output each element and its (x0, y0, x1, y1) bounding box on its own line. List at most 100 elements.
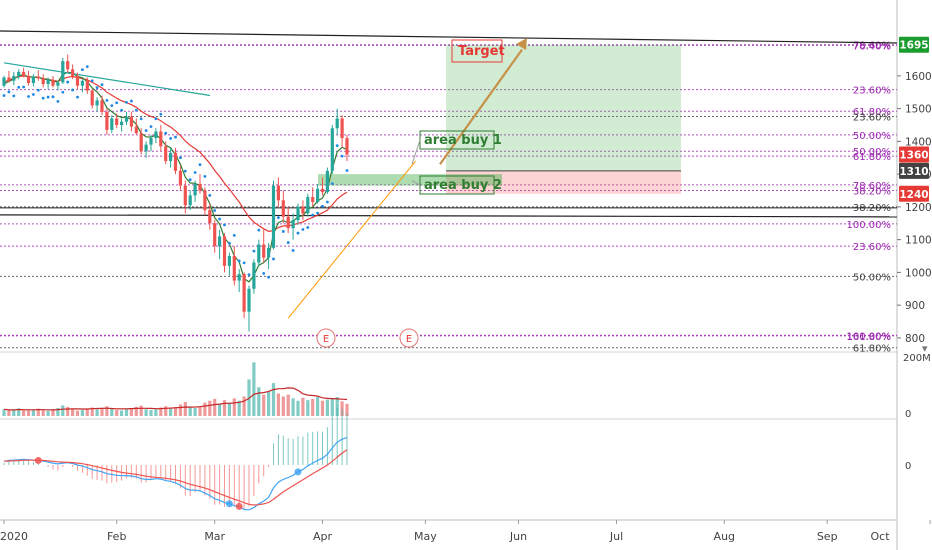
candle-body (286, 216, 290, 229)
volume-bar (227, 402, 231, 416)
fib-level-label: 78.60% (853, 41, 891, 52)
volume-bar (213, 398, 217, 416)
candle-body (144, 144, 148, 152)
volume-pane (2, 362, 349, 416)
area-buy-2-label: area buy 2 (424, 178, 502, 193)
uptrend-line (287, 160, 416, 319)
sar-dot (277, 216, 280, 220)
volume-bar (316, 397, 320, 416)
time-tick-label: Mar (204, 530, 225, 543)
sar-dot (267, 275, 270, 279)
fibonacci-levels: 78.60%76.40%23.60%61.80%23.60%50.00%50.0… (0, 30, 898, 355)
sar-dot (345, 169, 349, 172)
candle-body (232, 256, 236, 281)
sar-dot (51, 95, 55, 99)
price-badge (899, 185, 929, 202)
sar-dot (81, 68, 84, 72)
volume-bar (222, 400, 227, 416)
macd-cross-marker (34, 456, 42, 464)
sar-dot (311, 213, 315, 217)
volume-bar (286, 394, 290, 416)
sar-dot (27, 95, 30, 98)
candle-body (61, 61, 65, 83)
candle-body (36, 76, 40, 79)
sar-dot (218, 217, 222, 221)
volume-bar (325, 399, 329, 416)
volume-bar (85, 408, 89, 416)
volume-average-line (3, 387, 348, 411)
candle-body (2, 77, 6, 86)
sar-dot (2, 94, 6, 97)
sar-dot (154, 117, 158, 121)
volume-bar (12, 409, 16, 416)
stop-zone (446, 170, 681, 194)
candle-body (276, 185, 280, 201)
callout-line (411, 139, 421, 165)
candle-body (134, 126, 138, 134)
candle-body (7, 77, 11, 81)
volume-bar (330, 398, 334, 416)
candle-body (71, 69, 75, 76)
candle-body (129, 116, 133, 127)
candle-body (164, 146, 168, 162)
target-arrowhead (516, 38, 527, 50)
sar-dot (223, 223, 226, 227)
time-tick-label: Jun (509, 530, 527, 543)
volume-bar (41, 410, 45, 416)
volume-bar (46, 410, 50, 416)
candle-body (159, 131, 163, 147)
earnings-marker-label: E (406, 334, 412, 345)
sar-dot (203, 175, 207, 178)
sar-dot (32, 93, 35, 96)
volume-bar (26, 410, 31, 416)
candle-body (120, 121, 124, 125)
volume-bar (193, 408, 197, 416)
fib-level-label: 61.80% (853, 107, 891, 118)
volume-bar (281, 396, 285, 416)
sar-dot (56, 100, 60, 103)
price-tick-label: 1000 (905, 267, 932, 279)
volume-bar (296, 400, 300, 416)
sar-dot (36, 88, 40, 92)
support-line (0, 214, 898, 218)
sar-dot (252, 249, 256, 253)
candle-body (218, 236, 222, 247)
time-tick-label: Apr (313, 530, 333, 543)
sar-dot (17, 85, 21, 89)
sar-dot (105, 99, 109, 102)
sar-dot (198, 163, 202, 167)
candle-body (56, 82, 60, 86)
sar-dot (174, 135, 177, 139)
candle-body (66, 61, 70, 70)
macd-line (3, 437, 348, 511)
fib-level-label: 50.00% (853, 147, 891, 158)
earnings-marker-label: E (323, 334, 329, 345)
area-buy-1-label: area buy 1 (424, 133, 502, 148)
volume-bar (36, 408, 40, 416)
fib-level-label: 100.00% (847, 331, 892, 342)
volume-bar (306, 400, 310, 416)
candle-body (213, 223, 217, 247)
fib-level-label: 61.80% (853, 344, 891, 355)
volume-bar (2, 409, 6, 416)
scale-down-icon: ▾ (922, 342, 928, 355)
volume-bar (105, 406, 109, 416)
candle-body (271, 185, 276, 248)
fib-level-label: 23.60% (853, 112, 891, 123)
macd-pane (3, 407, 348, 511)
candle-body (281, 200, 285, 217)
volume-bar (17, 408, 21, 416)
candle-body (149, 138, 153, 145)
volume-bar (232, 398, 236, 416)
volume-bar (276, 393, 280, 416)
sar-dot (41, 96, 45, 100)
sar-dot (213, 209, 217, 212)
volume-bar (169, 408, 173, 416)
price-badge-label: 1360 (899, 149, 928, 161)
sar-dot (125, 100, 128, 104)
buy-area-box (318, 174, 502, 186)
candle-body (316, 188, 320, 202)
volume-bar (208, 400, 212, 416)
candle-body (345, 138, 349, 155)
